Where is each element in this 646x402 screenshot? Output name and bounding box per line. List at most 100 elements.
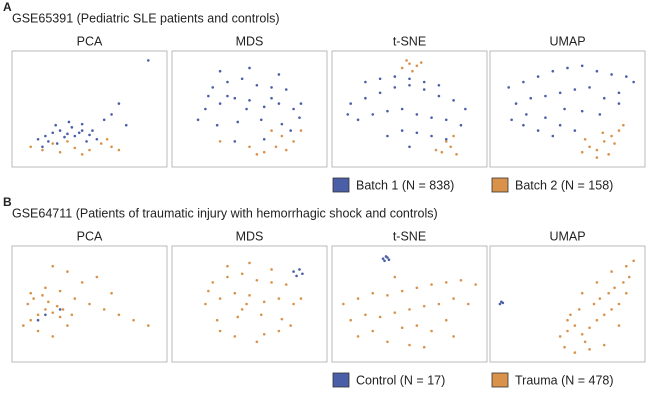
point	[622, 123, 625, 127]
point	[408, 62, 411, 65]
point	[215, 318, 219, 322]
point	[536, 129, 540, 132]
point	[595, 318, 599, 322]
point	[280, 317, 284, 321]
point	[430, 283, 433, 286]
point	[393, 311, 397, 314]
point	[73, 297, 77, 300]
panel-label: A	[3, 0, 12, 14]
plot-frame	[489, 50, 646, 168]
point	[77, 131, 81, 135]
point	[625, 75, 628, 78]
point	[226, 94, 229, 98]
point	[452, 297, 455, 300]
point	[632, 259, 635, 263]
point	[298, 116, 301, 119]
point	[610, 308, 613, 311]
point	[602, 343, 606, 347]
point	[602, 140, 606, 143]
point	[349, 102, 353, 105]
point	[58, 129, 62, 132]
point	[566, 329, 569, 333]
point	[117, 313, 121, 317]
panel-label: B	[3, 195, 12, 209]
point	[295, 274, 298, 278]
point	[44, 313, 47, 317]
point	[598, 113, 602, 116]
point	[400, 107, 404, 111]
point	[289, 129, 292, 132]
point	[102, 118, 106, 122]
point	[563, 345, 566, 349]
point	[558, 123, 562, 127]
plot-frame	[11, 50, 168, 168]
point	[459, 278, 463, 282]
point	[551, 69, 555, 73]
plot-frame	[11, 245, 168, 363]
legend-swatch	[332, 372, 350, 388]
point	[627, 275, 631, 279]
point	[544, 94, 547, 98]
point	[54, 123, 57, 127]
point	[88, 148, 91, 152]
point	[218, 297, 222, 300]
point	[625, 291, 628, 295]
point	[422, 304, 426, 308]
point	[29, 145, 32, 149]
point	[408, 83, 411, 87]
point	[573, 324, 577, 327]
point	[36, 318, 40, 322]
point	[437, 94, 441, 98]
point	[386, 340, 389, 344]
point	[580, 109, 584, 113]
point	[110, 291, 113, 295]
point	[452, 134, 455, 138]
point	[452, 335, 455, 338]
point	[259, 118, 263, 122]
point	[66, 324, 69, 327]
point	[85, 140, 88, 143]
point	[67, 120, 71, 124]
point	[289, 324, 292, 327]
point	[70, 126, 74, 129]
legend-label: Batch 1 (N = 838)	[356, 178, 454, 192]
point	[66, 140, 69, 143]
point	[299, 129, 303, 132]
point	[415, 324, 419, 327]
chart-title: UMAP	[549, 34, 585, 48]
point	[595, 148, 599, 152]
point	[215, 123, 219, 127]
point	[292, 140, 295, 143]
point	[400, 66, 404, 70]
point	[277, 102, 281, 105]
point	[474, 283, 477, 286]
point	[632, 80, 635, 84]
point	[364, 80, 367, 84]
point	[248, 294, 251, 297]
point	[262, 150, 266, 154]
plot-frame	[171, 50, 328, 168]
point	[80, 129, 84, 132]
point	[270, 129, 273, 132]
point	[371, 291, 375, 295]
point	[29, 318, 32, 322]
point	[262, 105, 266, 109]
point	[378, 77, 382, 81]
point	[422, 345, 426, 349]
point	[440, 150, 444, 154]
point	[583, 340, 587, 344]
point	[233, 96, 237, 100]
point	[507, 86, 511, 89]
point	[292, 302, 295, 306]
point	[415, 113, 419, 116]
point	[47, 300, 50, 304]
point	[437, 302, 441, 306]
point	[408, 145, 411, 149]
point	[218, 102, 222, 105]
point	[595, 281, 599, 284]
chart-title: UMAP	[549, 229, 585, 243]
point	[73, 146, 77, 150]
point	[408, 77, 411, 81]
legend-swatch	[491, 372, 509, 388]
point	[387, 258, 391, 262]
